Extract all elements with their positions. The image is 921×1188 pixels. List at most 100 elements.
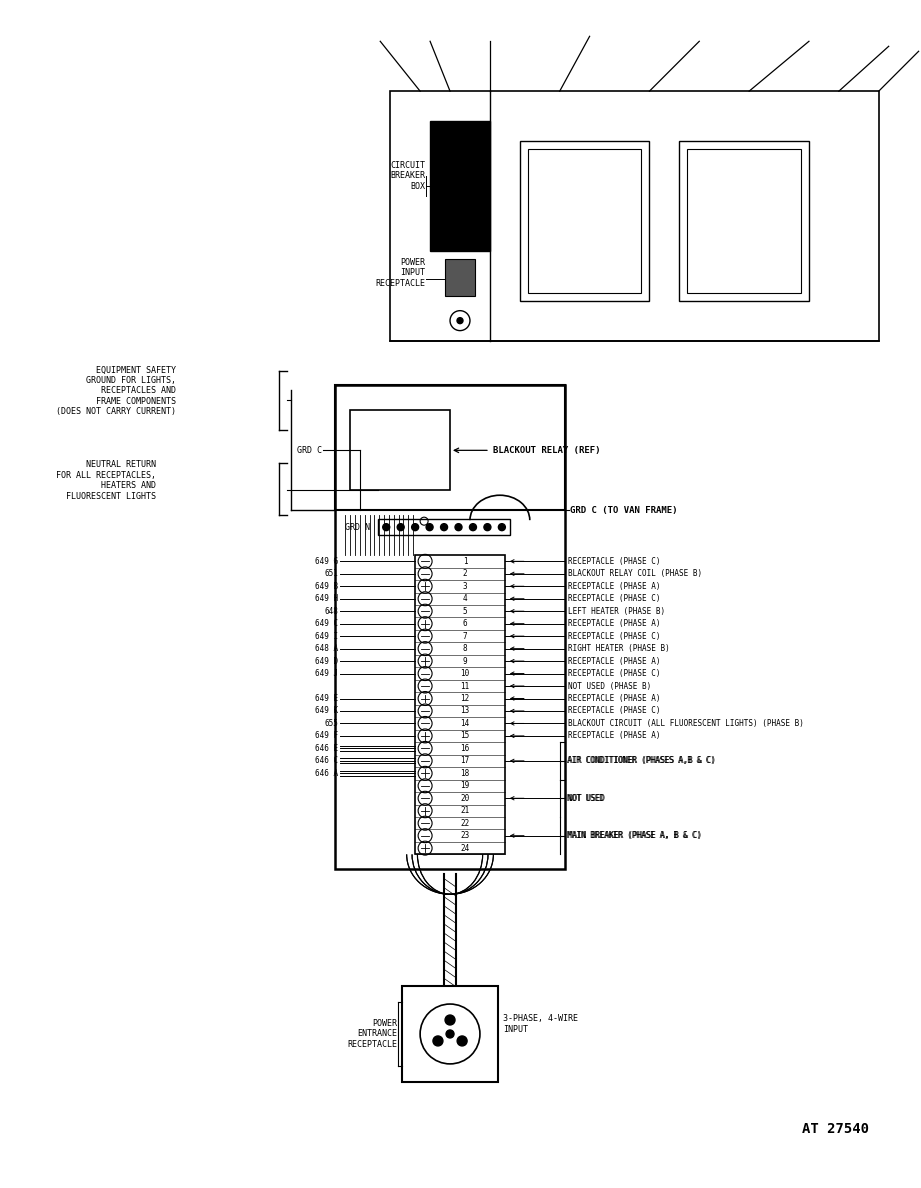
Bar <box>391 91 879 341</box>
Text: 649 F: 649 F <box>315 732 338 740</box>
Text: POWER
INPUT
RECEPTACLE: POWER INPUT RECEPTACLE <box>375 258 426 287</box>
Circle shape <box>457 1036 467 1045</box>
Text: RECEPTACLE (PHASE C): RECEPTACLE (PHASE C) <box>567 669 660 678</box>
Text: 649 G: 649 G <box>315 557 338 565</box>
Text: 649 E: 649 E <box>315 694 338 703</box>
Text: RECEPTACLE (PHASE C): RECEPTACLE (PHASE C) <box>567 707 660 715</box>
Text: 646 C: 646 C <box>315 757 338 765</box>
Text: 649 H: 649 H <box>315 594 338 604</box>
Bar <box>687 148 801 292</box>
Text: 16: 16 <box>460 744 470 753</box>
Text: 20: 20 <box>460 794 470 803</box>
Text: 649 B: 649 B <box>315 582 338 590</box>
Circle shape <box>445 1015 455 1025</box>
Circle shape <box>433 1036 443 1045</box>
Text: 3-PHASE, 4-WIRE
INPUT: 3-PHASE, 4-WIRE INPUT <box>503 1015 577 1034</box>
Text: 14: 14 <box>460 719 470 728</box>
Circle shape <box>470 524 476 531</box>
Text: 23: 23 <box>460 832 470 840</box>
Circle shape <box>397 524 404 531</box>
Text: RECEPTACLE (PHASE A): RECEPTACLE (PHASE A) <box>567 619 660 628</box>
Text: 19: 19 <box>460 782 470 790</box>
Text: NOT USED (PHASE B): NOT USED (PHASE B) <box>567 682 651 690</box>
Text: EQUIPMENT SAFETY
GROUND FOR LIGHTS,
RECEPTACLES AND
FRAME COMPONENTS
(DOES NOT C: EQUIPMENT SAFETY GROUND FOR LIGHTS, RECE… <box>56 366 176 416</box>
Bar <box>379 519 510 535</box>
Circle shape <box>426 524 433 531</box>
Text: 648 A: 648 A <box>315 644 338 653</box>
Text: 2: 2 <box>462 569 467 579</box>
Text: NOT USED: NOT USED <box>567 794 605 803</box>
Bar <box>415 555 505 854</box>
Text: RECEPTACLE (PHASE A): RECEPTACLE (PHASE A) <box>567 582 660 590</box>
Text: 649 D: 649 D <box>315 657 338 665</box>
Bar <box>350 410 450 491</box>
Bar <box>519 141 649 301</box>
Text: 18: 18 <box>460 769 470 778</box>
Text: 651: 651 <box>324 569 338 579</box>
Bar <box>445 259 475 296</box>
Text: 648: 648 <box>324 607 338 615</box>
Text: RIGHT HEATER (PHASE B): RIGHT HEATER (PHASE B) <box>567 644 670 653</box>
Text: 10: 10 <box>460 669 470 678</box>
Circle shape <box>446 1030 454 1038</box>
Bar <box>402 986 498 1082</box>
Text: 1: 1 <box>462 557 467 565</box>
Text: 12: 12 <box>460 694 470 703</box>
Text: RECEPTACLE (PHASE A): RECEPTACLE (PHASE A) <box>567 732 660 740</box>
Text: NEUTRAL RETURN
FOR ALL RECEPTACLES,
HEATERS AND
FLUORESCENT LIGHTS: NEUTRAL RETURN FOR ALL RECEPTACLES, HEAT… <box>56 460 157 500</box>
Circle shape <box>412 524 419 531</box>
Text: RECEPTACLE (PHASE C): RECEPTACLE (PHASE C) <box>567 594 660 604</box>
Text: RECEPTACLE (PHASE A): RECEPTACLE (PHASE A) <box>567 657 660 665</box>
Text: 646 A: 646 A <box>315 769 338 778</box>
Bar <box>680 141 809 301</box>
Text: 649 C: 649 C <box>315 619 338 628</box>
Text: GRD C (TO VAN FRAME): GRD C (TO VAN FRAME) <box>570 506 677 514</box>
Text: 21: 21 <box>460 807 470 815</box>
Text: 9: 9 <box>462 657 467 665</box>
Bar <box>430 121 490 251</box>
Bar <box>335 385 565 870</box>
Text: 646 E: 646 E <box>315 744 338 753</box>
Text: 649 K: 649 K <box>315 707 338 715</box>
Text: 24: 24 <box>460 843 470 853</box>
Text: 13: 13 <box>460 707 470 715</box>
Circle shape <box>484 524 491 531</box>
Text: 15: 15 <box>460 732 470 740</box>
Text: 5: 5 <box>462 607 467 615</box>
Text: AIR CONDITIONER (PHASES A,B & C): AIR CONDITIONER (PHASES A,B & C) <box>566 757 715 765</box>
Text: 11: 11 <box>460 682 470 690</box>
Text: RECEPTACLE (PHASE A): RECEPTACLE (PHASE A) <box>567 694 660 703</box>
Text: 6: 6 <box>462 619 467 628</box>
Text: POWER
ENTRANCE
RECEPTACLE: POWER ENTRANCE RECEPTACLE <box>347 1019 397 1049</box>
Circle shape <box>440 524 448 531</box>
Text: 8: 8 <box>462 644 467 653</box>
Text: NOT USED: NOT USED <box>566 794 603 803</box>
Text: BLACKOUT CIRCUIT (ALL FLUORESCENT LIGHTS) (PHASE B): BLACKOUT CIRCUIT (ALL FLUORESCENT LIGHTS… <box>567 719 803 728</box>
Text: MAIN BREAKER (PHASE A, B & C): MAIN BREAKER (PHASE A, B & C) <box>567 832 702 840</box>
Text: AIR CONDITIONER (PHASES A,B & C): AIR CONDITIONER (PHASES A,B & C) <box>567 757 716 765</box>
Text: BLACKOUT RELAY COIL (PHASE B): BLACKOUT RELAY COIL (PHASE B) <box>567 569 702 579</box>
Text: 655: 655 <box>324 719 338 728</box>
Text: GRD N: GRD N <box>345 523 370 532</box>
Text: 649 I: 649 I <box>315 632 338 640</box>
Text: 649 J: 649 J <box>315 669 338 678</box>
Text: MAIN BREAKER (PHASE A, B & C): MAIN BREAKER (PHASE A, B & C) <box>566 832 701 840</box>
Bar <box>528 148 641 292</box>
Text: 4: 4 <box>462 594 467 604</box>
Circle shape <box>498 524 506 531</box>
Text: RECEPTACLE (PHASE C): RECEPTACLE (PHASE C) <box>567 557 660 565</box>
Text: RECEPTACLE (PHASE C): RECEPTACLE (PHASE C) <box>567 632 660 640</box>
Bar <box>335 385 565 510</box>
Circle shape <box>455 524 462 531</box>
Text: 17: 17 <box>460 757 470 765</box>
Text: AT 27540: AT 27540 <box>802 1121 869 1136</box>
Text: 22: 22 <box>460 819 470 828</box>
Text: 7: 7 <box>462 632 467 640</box>
Circle shape <box>457 317 463 323</box>
Text: CIRCUIT
BREAKER
BOX: CIRCUIT BREAKER BOX <box>391 162 426 191</box>
Text: BLACKOUT RELAY (REF): BLACKOUT RELAY (REF) <box>493 446 600 455</box>
Text: 3: 3 <box>462 582 467 590</box>
Text: GRD C: GRD C <box>297 446 322 455</box>
Circle shape <box>383 524 390 531</box>
Text: LEFT HEATER (PHASE B): LEFT HEATER (PHASE B) <box>567 607 665 615</box>
